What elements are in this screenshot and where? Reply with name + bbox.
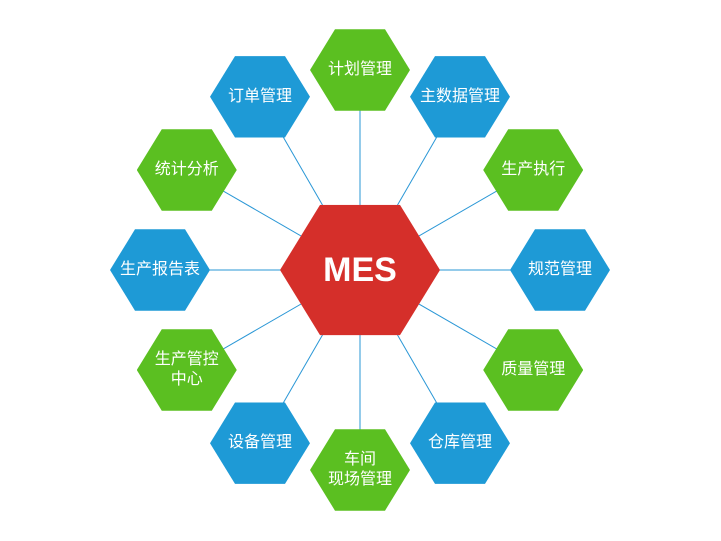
outer-hex-5-label: 仓库管理 [428, 433, 492, 453]
outer-hex-3-label: 规范管理 [528, 260, 592, 280]
outer-hex-4: 质量管理 [483, 323, 583, 417]
outer-hex-6-label: 车间 现场管理 [328, 450, 392, 490]
outer-hex-2: 生产执行 [483, 123, 583, 217]
mes-diagram: MES 计划管理主数据管理生产执行规范管理质量管理仓库管理车间 现场管理 设备管理 生… [0, 0, 721, 541]
outer-hex-10: 统计分析 [137, 123, 237, 217]
outer-hex-2-label: 生产执行 [501, 160, 565, 180]
center-hex: MES [280, 195, 440, 345]
outer-hex-0-label: 计划管理 [328, 60, 392, 80]
outer-hex-5: 仓库管理 [410, 396, 510, 490]
outer-hex-10-label: 统计分析 [155, 160, 219, 180]
outer-hex-1-label: 主数据管理 [420, 87, 500, 107]
outer-hex-1: 主数据管理 [410, 50, 510, 144]
outer-hex-7: 设备管理 [210, 396, 310, 490]
outer-hex-11: 订单管理 [210, 50, 310, 144]
outer-hex-0: 计划管理 [310, 23, 410, 117]
outer-hex-9: 生产报告表 [110, 223, 210, 317]
outer-hex-3: 规范管理 [510, 223, 610, 317]
outer-hex-8: 生产管控 中心 [137, 323, 237, 417]
outer-hex-6: 车间 现场管理 [310, 423, 410, 517]
outer-hex-4-label: 质量管理 [501, 360, 565, 380]
outer-hex-9-label: 生产报告表 [120, 260, 200, 280]
outer-hex-7-label: 设备管理 [228, 433, 292, 453]
outer-hex-8-label: 生产管控 中心 [155, 350, 219, 390]
center-hex-label: MES [323, 249, 397, 292]
outer-hex-11-label: 订单管理 [228, 87, 292, 107]
